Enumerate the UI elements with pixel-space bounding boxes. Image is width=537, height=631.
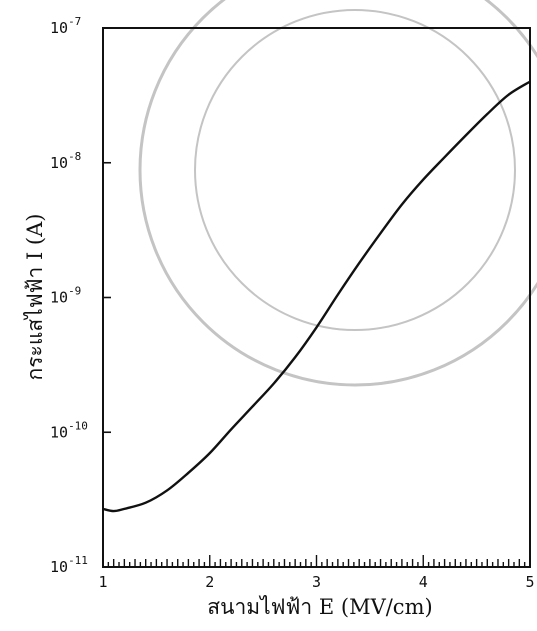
data-point [315, 326, 318, 329]
x-axis-ticks: 1 2 3 4 5 [98, 573, 534, 591]
data-point [166, 489, 168, 492]
data-point [401, 203, 403, 206]
x-tick-label: 5 [525, 573, 534, 591]
x-minor-ticks [102, 555, 531, 567]
data-point [443, 156, 446, 158]
data-point [379, 232, 382, 235]
data-point [358, 262, 361, 264]
data-point [507, 93, 510, 96]
y-tick-base: 10 [50, 423, 68, 441]
watermark-ring-inner [194, 9, 516, 331]
x-tick-label: 4 [419, 573, 428, 591]
data-point [208, 452, 211, 454]
watermark-seal [138, 0, 537, 387]
y-axis-title: กระแสไฟฟ้า I (A) [23, 214, 47, 381]
y-tick-exponent: -7 [68, 15, 81, 28]
data-point [294, 356, 296, 359]
series-line [102, 80, 531, 513]
y-tick-base: 10 [50, 154, 68, 172]
x-tick-label: 2 [205, 573, 214, 591]
plot-frame [102, 27, 531, 568]
y-tick-base: 10 [50, 558, 68, 576]
data-point [144, 501, 147, 504]
series-group [102, 80, 531, 513]
x-tick-label: 3 [312, 573, 321, 591]
data-point [187, 472, 190, 474]
y-tick-label: 10-11 [50, 554, 88, 576]
x-axis-title: สนามไฟฟ้า E (MV/cm) [207, 595, 432, 619]
data-point [529, 80, 531, 83]
y-tick-label: 10-10 [50, 419, 88, 441]
data-point [251, 405, 254, 408]
y-tick-exponent: -10 [68, 419, 88, 432]
x-tick-label: 1 [98, 573, 107, 591]
y-tick-exponent: -9 [68, 285, 81, 298]
y-tick-base: 10 [50, 289, 68, 307]
y-tick-exponent: -8 [68, 150, 81, 163]
data-point [123, 508, 126, 510]
y-tick-exponent: -11 [68, 554, 88, 567]
data-point [102, 508, 104, 510]
y-tick-label: 10-9 [50, 285, 81, 307]
y-tick-base: 10 [50, 19, 68, 37]
data-point [465, 134, 467, 137]
y-tick-label: 10-7 [50, 15, 81, 37]
data-point [273, 382, 275, 385]
data-point [422, 178, 425, 181]
y-tick-label: 10-8 [50, 150, 81, 172]
data-point [112, 510, 115, 512]
data-point [230, 428, 232, 431]
data-point [337, 293, 339, 296]
data-point [486, 113, 489, 115]
watermark-ring-outer [138, 0, 537, 387]
